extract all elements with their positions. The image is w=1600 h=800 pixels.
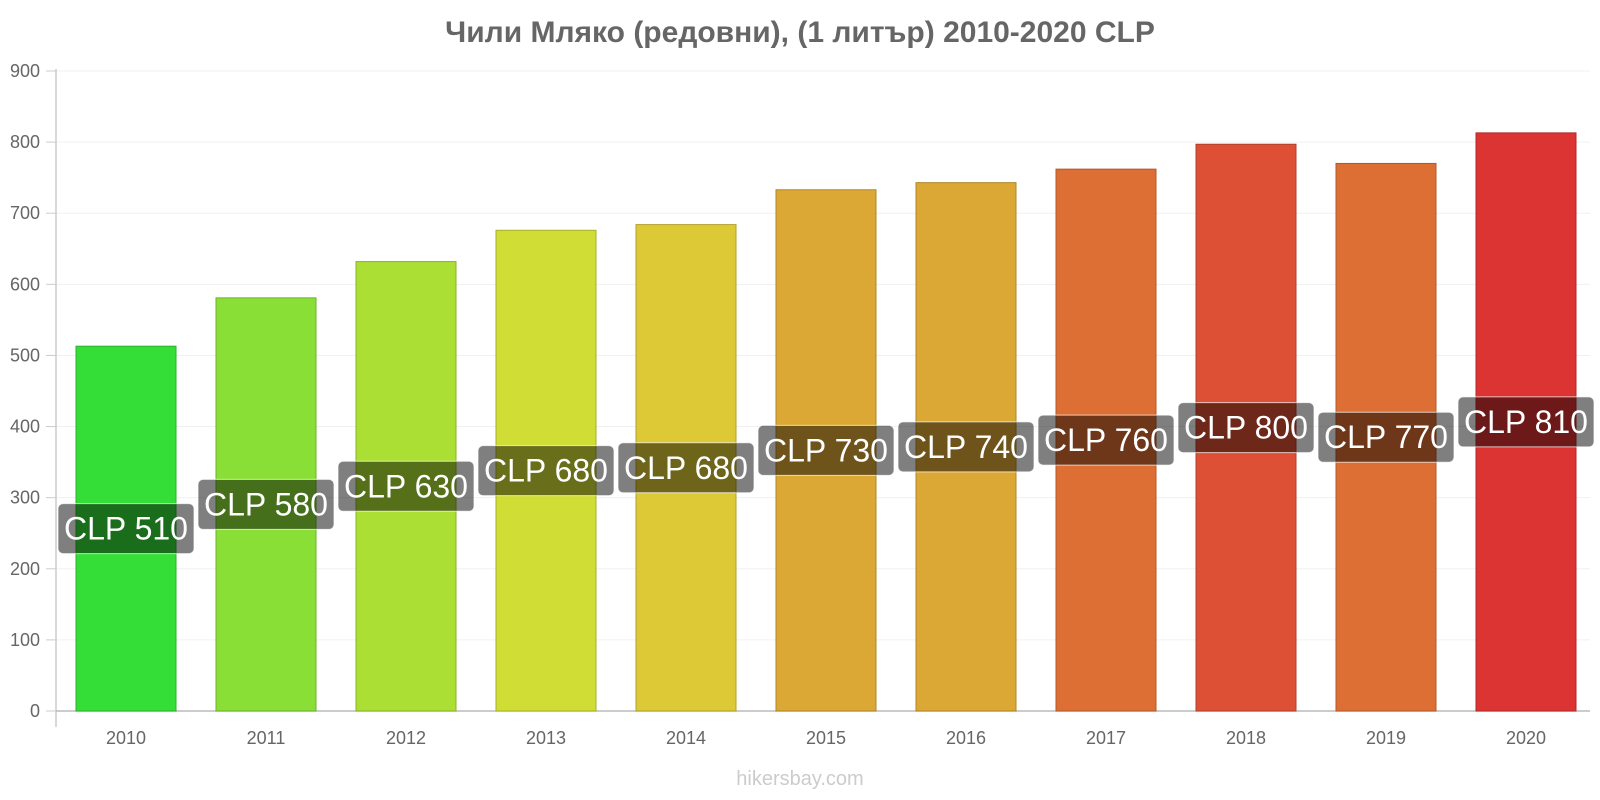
- data-label-text: CLP 760: [1044, 422, 1168, 458]
- data-label-2012: CLP 630: [337, 460, 475, 512]
- x-tick-label: 2020: [1506, 728, 1546, 748]
- x-tick-label: 2016: [946, 728, 986, 748]
- x-tick-label: 2014: [666, 728, 706, 748]
- y-tick-label: 100: [10, 630, 40, 650]
- data-label-text: CLP 630: [344, 468, 468, 504]
- data-label-box: [1457, 396, 1595, 448]
- y-tick-label: 400: [10, 417, 40, 437]
- data-label-box: [1037, 414, 1175, 466]
- x-tick-label: 2010: [106, 728, 146, 748]
- data-label-text: CLP 680: [624, 450, 748, 486]
- data-labels: CLP 510 CLP 580 CLP 630 CLP 680 CLP 680 CLP 7…: [57, 396, 1595, 555]
- y-tick-label: 500: [10, 345, 40, 365]
- x-tick-label: 2017: [1086, 728, 1126, 748]
- data-label-2013: CLP 680: [477, 445, 615, 497]
- data-label-text: CLP 810: [1464, 404, 1588, 440]
- data-label-2011: CLP 580: [197, 478, 335, 530]
- x-tick-label: 2019: [1366, 728, 1406, 748]
- data-label-text: CLP 800: [1184, 410, 1308, 446]
- y-tick-label: 700: [10, 203, 40, 223]
- data-label-2016: CLP 740: [897, 421, 1035, 473]
- data-label-2010: CLP 510: [57, 503, 195, 555]
- data-label-2018: CLP 800: [1177, 402, 1315, 454]
- data-label-text: CLP 770: [1324, 419, 1448, 455]
- data-label-2017: CLP 760: [1037, 414, 1175, 466]
- watermark: hikersbay.com: [736, 768, 864, 790]
- data-label-box: [1177, 402, 1315, 454]
- data-label-box: [197, 478, 335, 530]
- data-label-box: [337, 460, 475, 512]
- data-label-2020: CLP 810: [1457, 396, 1595, 448]
- data-label-box: [617, 442, 755, 494]
- x-tick-label: 2012: [386, 728, 426, 748]
- data-label-box: [1317, 411, 1455, 463]
- x-tick-label: 2018: [1226, 728, 1266, 748]
- data-label-text: CLP 680: [484, 453, 608, 489]
- y-tick-label: 800: [10, 132, 40, 152]
- data-label-text: CLP 510: [64, 511, 188, 547]
- data-label-text: CLP 580: [204, 486, 328, 522]
- data-label-text: CLP 730: [764, 432, 888, 468]
- data-label-2019: CLP 770: [1317, 411, 1455, 463]
- data-label-text: CLP 740: [904, 429, 1028, 465]
- data-label-box: [897, 421, 1035, 473]
- x-tick-label: 2013: [526, 728, 566, 748]
- y-tick-label: 900: [10, 61, 40, 81]
- data-label-2015: CLP 730: [757, 424, 895, 476]
- data-label-box: [477, 445, 615, 497]
- x-tick-label: 2015: [806, 728, 846, 748]
- chart-title: Чили Мляко (редовни), (1 литър) 2010-202…: [445, 16, 1155, 49]
- x-tick-label: 2011: [247, 728, 286, 748]
- data-label-2014: CLP 680: [617, 442, 755, 494]
- y-tick-label: 200: [10, 559, 40, 579]
- data-label-box: [57, 503, 195, 555]
- y-tick-label: 600: [10, 274, 40, 294]
- y-tick-label: 0: [30, 701, 40, 721]
- y-tick-label: 300: [10, 488, 40, 508]
- data-label-box: [757, 424, 895, 476]
